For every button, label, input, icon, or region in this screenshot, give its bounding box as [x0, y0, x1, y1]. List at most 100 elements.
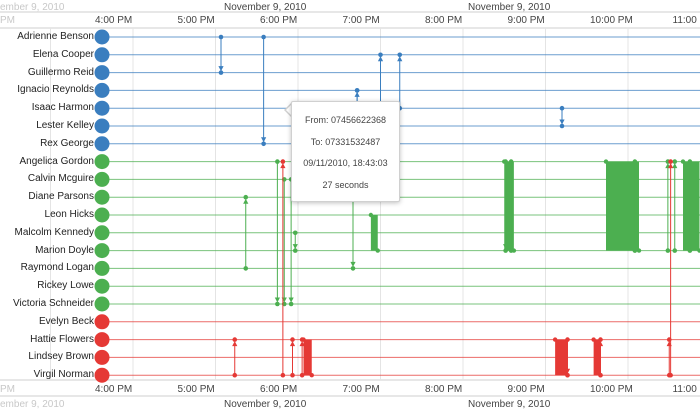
call-duration-block: [371, 215, 378, 251]
person-name[interactable]: Virgil Norman: [0, 369, 94, 380]
top-hour-tick: 5:00 PM: [178, 15, 215, 26]
call-arrowhead: [378, 56, 383, 61]
person-node[interactable]: [95, 119, 110, 134]
call-arrowhead: [290, 341, 295, 346]
call-endpoint: [667, 373, 672, 378]
call-endpoint: [666, 248, 671, 253]
person-node[interactable]: [95, 47, 110, 62]
bottom-date-right: November 9, 2010: [468, 399, 550, 410]
person-node[interactable]: [95, 243, 110, 258]
person-name[interactable]: Lindsey Brown: [0, 351, 94, 362]
call-endpoint: [509, 159, 514, 164]
bottom-hour-tick: 5:00 PM: [178, 384, 215, 395]
call-duration-block: [683, 162, 700, 251]
call-arrowhead: [280, 163, 285, 168]
call-endpoint: [688, 159, 693, 164]
person-node[interactable]: [95, 172, 110, 187]
person-node[interactable]: [95, 297, 110, 312]
person-name[interactable]: Lester Kelley: [0, 120, 94, 131]
call-endpoint: [565, 337, 570, 342]
call-tooltip: From: 07456622368 To: 07331532487 09/11/…: [291, 101, 400, 202]
person-name[interactable]: Raymond Logan: [0, 262, 94, 273]
call-endpoint: [300, 373, 305, 378]
bottom-hour-tick: 4:00 PM: [95, 384, 132, 395]
person-node[interactable]: [95, 154, 110, 169]
call-endpoint: [591, 337, 595, 341]
bottom-hour-tick: 10:00 PM: [590, 384, 633, 395]
bottom-hour-tick: 11:00 PM: [673, 384, 700, 395]
person-name[interactable]: Guillermo Reid: [0, 67, 94, 78]
person-name[interactable]: Leon Hicks: [0, 209, 94, 220]
call-endpoint: [219, 35, 224, 40]
top-hour-tick: PM: [0, 15, 15, 26]
call-arrowhead: [293, 244, 298, 249]
bottom-date-left: ember 9, 2010: [0, 399, 65, 410]
call-endpoint: [604, 159, 608, 163]
person-node[interactable]: [95, 368, 110, 383]
person-name[interactable]: Rickey Lowe: [0, 280, 94, 291]
call-arrowhead: [218, 66, 223, 71]
person-name[interactable]: Rex George: [0, 138, 94, 149]
call-endpoint: [281, 373, 286, 378]
call-arrowhead: [672, 163, 677, 168]
call-arrowhead: [261, 137, 266, 142]
top-hour-tick: 7:00 PM: [343, 15, 380, 26]
top-hour-tick: 11:00 PM: [673, 15, 700, 26]
call-endpoint: [369, 213, 373, 217]
call-endpoint: [560, 106, 565, 111]
call-arrowhead: [275, 298, 280, 303]
person-node[interactable]: [95, 190, 110, 205]
person-name[interactable]: Diane Parsons: [0, 191, 94, 202]
bottom-hour-tick: 7:00 PM: [343, 384, 380, 395]
call-endpoint: [553, 337, 557, 341]
call-endpoint: [310, 373, 314, 377]
person-node[interactable]: [95, 65, 110, 80]
person-name[interactable]: Ignacio Reynolds: [0, 84, 94, 95]
person-node[interactable]: [95, 314, 110, 329]
bottom-hour-tick: 9:00 PM: [508, 384, 545, 395]
person-node[interactable]: [95, 225, 110, 240]
call-endpoint: [376, 248, 380, 252]
person-node[interactable]: [95, 101, 110, 116]
person-node[interactable]: [95, 136, 110, 151]
call-arrowhead: [355, 92, 360, 97]
call-arrowhead: [397, 56, 402, 61]
bottom-date-middle: November 9, 2010: [224, 399, 306, 410]
person-name[interactable]: Evelyn Beck: [0, 316, 94, 327]
call-duration-block: [606, 162, 639, 251]
person-name[interactable]: Marion Doyle: [0, 245, 94, 256]
top-date-right: November 9, 2010: [468, 2, 550, 13]
call-duration-block: [304, 340, 312, 376]
top-hour-tick: 10:00 PM: [590, 15, 633, 26]
person-node[interactable]: [95, 261, 110, 276]
call-arrowhead: [243, 199, 248, 204]
person-node[interactable]: [95, 332, 110, 347]
person-name[interactable]: Calvin Mcguire: [0, 173, 94, 184]
person-node[interactable]: [95, 350, 110, 365]
call-endpoint: [598, 373, 603, 378]
person-node[interactable]: [95, 208, 110, 223]
bottom-hour-tick: 6:00 PM: [260, 384, 297, 395]
call-endpoint: [275, 159, 280, 164]
person-name[interactable]: Malcolm Kennedy: [0, 227, 94, 238]
person-name[interactable]: Angelica Gordon: [0, 156, 94, 167]
person-node[interactable]: [95, 83, 110, 98]
bottom-hour-tick: PM: [0, 384, 15, 395]
person-node[interactable]: [95, 30, 110, 45]
tooltip-datetime: 09/11/2010, 18:43:03: [292, 158, 399, 168]
tooltip-duration: 27 seconds: [292, 180, 399, 190]
person-name[interactable]: Hattie Flowers: [0, 334, 94, 345]
person-name[interactable]: Adrienne Benson: [0, 31, 94, 42]
call-endpoint: [261, 35, 266, 40]
person-name[interactable]: Isaac Harmon: [0, 102, 94, 113]
top-hour-tick: 9:00 PM: [508, 15, 545, 26]
call-arrowhead: [232, 341, 237, 346]
person-name[interactable]: Elena Cooper: [0, 49, 94, 60]
call-endpoint: [672, 248, 677, 253]
person-name[interactable]: Victoria Schneider: [0, 298, 94, 309]
person-node[interactable]: [95, 279, 110, 294]
call-endpoint: [637, 248, 641, 252]
top-hour-tick: 6:00 PM: [260, 15, 297, 26]
